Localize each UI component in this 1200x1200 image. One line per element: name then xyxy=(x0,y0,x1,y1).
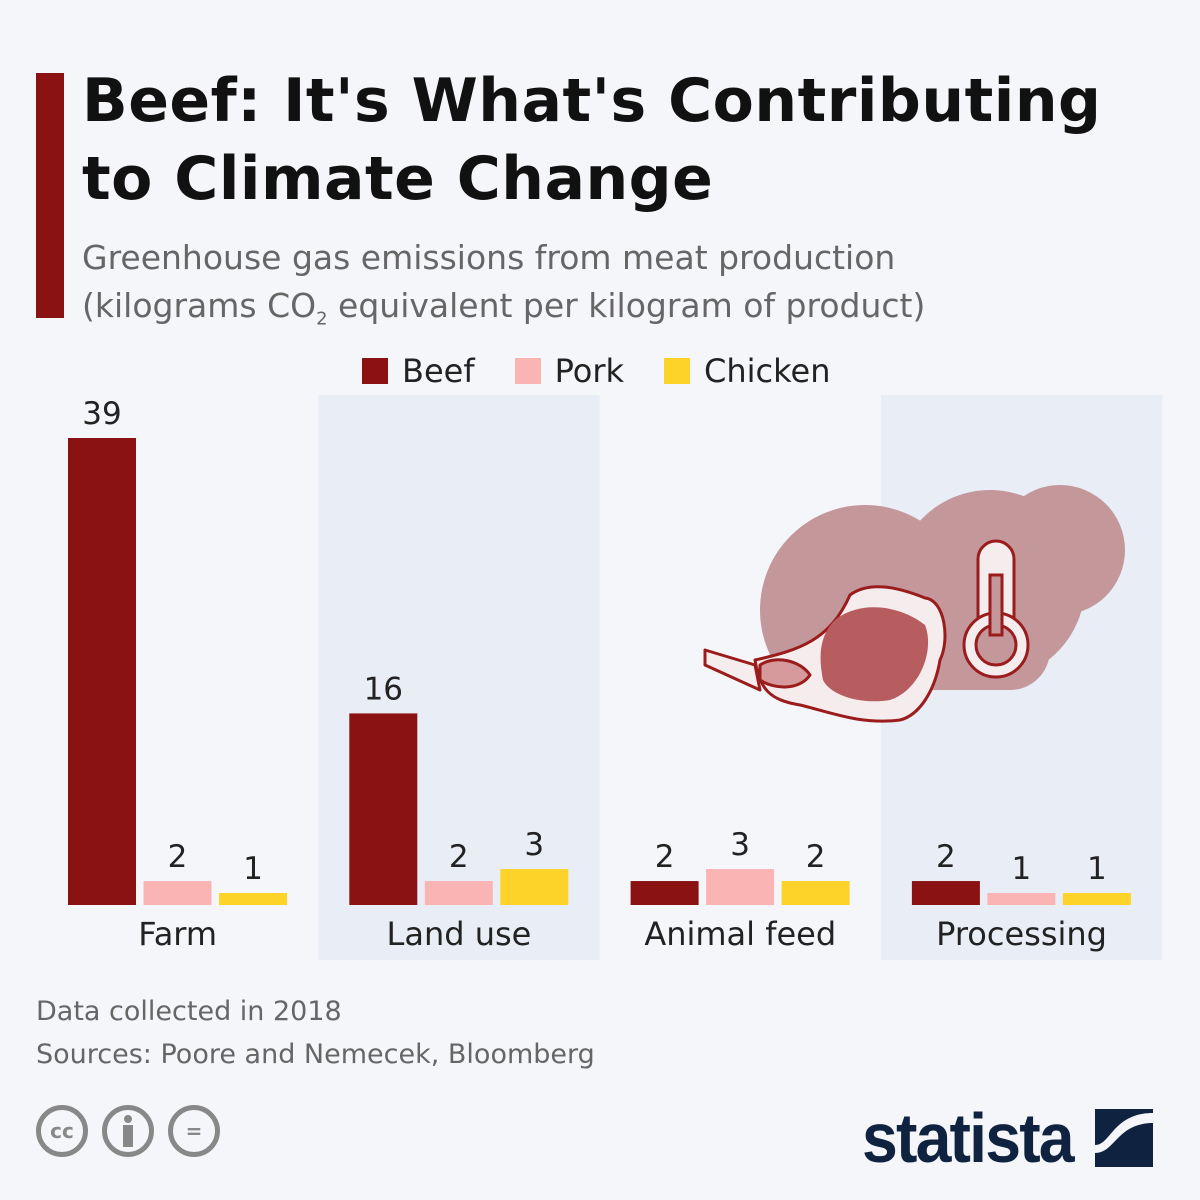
data-label: 39 xyxy=(82,396,121,432)
subtitle-unit-rest: equivalent per kilogram of product) xyxy=(327,286,926,325)
legend-item-chicken: Chicken xyxy=(664,352,830,390)
data-label: 3 xyxy=(524,827,544,863)
legend-label: Beef xyxy=(402,352,475,390)
bar-chart: 39 2 1 Farm 16 2 3 Land use 2 3 2 Animal feed 2 1 1 Pro… xyxy=(68,395,1163,960)
brand-wordmark: statista xyxy=(862,1099,1075,1177)
statista-logo[interactable]: statista xyxy=(862,1098,1154,1178)
legend-item-pork: Pork xyxy=(514,352,625,390)
title-accent-bar xyxy=(36,73,64,318)
legend-label: Pork xyxy=(554,352,625,390)
legend-item-beef: Beef xyxy=(362,352,475,390)
data-label: 2 xyxy=(168,839,188,875)
bar-beef xyxy=(911,881,980,905)
subtitle-unit: (kilograms CO xyxy=(82,286,317,325)
data-label: 1 xyxy=(1087,851,1107,887)
bar-chicken xyxy=(219,893,287,905)
bar-pork xyxy=(424,881,493,905)
illustration xyxy=(703,485,1125,723)
bar-chicken xyxy=(1062,893,1131,905)
subtitle: Greenhouse gas emissions from meat produ… xyxy=(82,234,1182,344)
bar-beef xyxy=(68,438,136,905)
bar-beef xyxy=(349,713,418,905)
bar-chicken xyxy=(781,881,850,905)
category-label: Processing xyxy=(936,915,1107,953)
attribution-icon[interactable] xyxy=(102,1105,154,1157)
subtitle-line-1: Greenhouse gas emissions from meat produ… xyxy=(82,238,896,277)
legend-swatch-beef xyxy=(362,358,388,384)
legend-swatch-chicken xyxy=(664,358,691,384)
subtitle-subscript: 2 xyxy=(316,308,328,330)
bar-chicken xyxy=(500,869,569,905)
thermometer-icon xyxy=(962,539,1030,679)
bar-beef xyxy=(630,881,699,905)
data-label: 1 xyxy=(243,851,263,887)
notes: Data collected in 2018 Sources: Poore an… xyxy=(36,990,595,1076)
legend: Beef Pork Chicken xyxy=(362,352,830,390)
legend-swatch-pork xyxy=(514,358,541,384)
cc-icon[interactable]: cc xyxy=(36,1105,88,1157)
data-label: 1 xyxy=(1012,851,1032,887)
data-collected-note: Data collected in 2018 xyxy=(36,996,342,1027)
bar-pork xyxy=(143,881,212,905)
sources-note: Sources: Poore and Nemecek, Bloomberg xyxy=(36,1039,595,1070)
page-title: Beef: It's What's Contributing to Climat… xyxy=(82,66,1102,214)
data-label: 2 xyxy=(449,839,469,875)
category-label: Farm xyxy=(138,915,217,953)
category-label: Land use xyxy=(387,915,532,953)
data-label: 3 xyxy=(730,827,750,863)
category-label: Animal feed xyxy=(644,915,836,953)
data-label: 2 xyxy=(936,839,956,875)
no-derivatives-icon[interactable]: = xyxy=(168,1105,220,1157)
data-label: 2 xyxy=(655,839,675,875)
legend-label: Chicken xyxy=(704,352,831,390)
data-label: 16 xyxy=(364,671,403,707)
bar-pork xyxy=(987,893,1056,905)
statista-logo-icon xyxy=(1095,1109,1154,1167)
license-icons[interactable]: cc = xyxy=(36,1105,220,1157)
data-label: 2 xyxy=(806,839,826,875)
bar-pork xyxy=(706,869,775,905)
subtitle-line-2: (kilograms CO2 equivalent per kilogram o… xyxy=(82,282,1182,344)
steak-icon xyxy=(703,585,947,723)
